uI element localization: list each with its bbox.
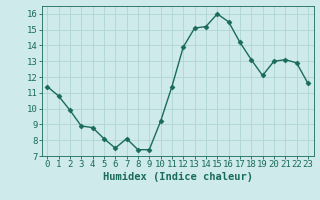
X-axis label: Humidex (Indice chaleur): Humidex (Indice chaleur) xyxy=(103,172,252,182)
